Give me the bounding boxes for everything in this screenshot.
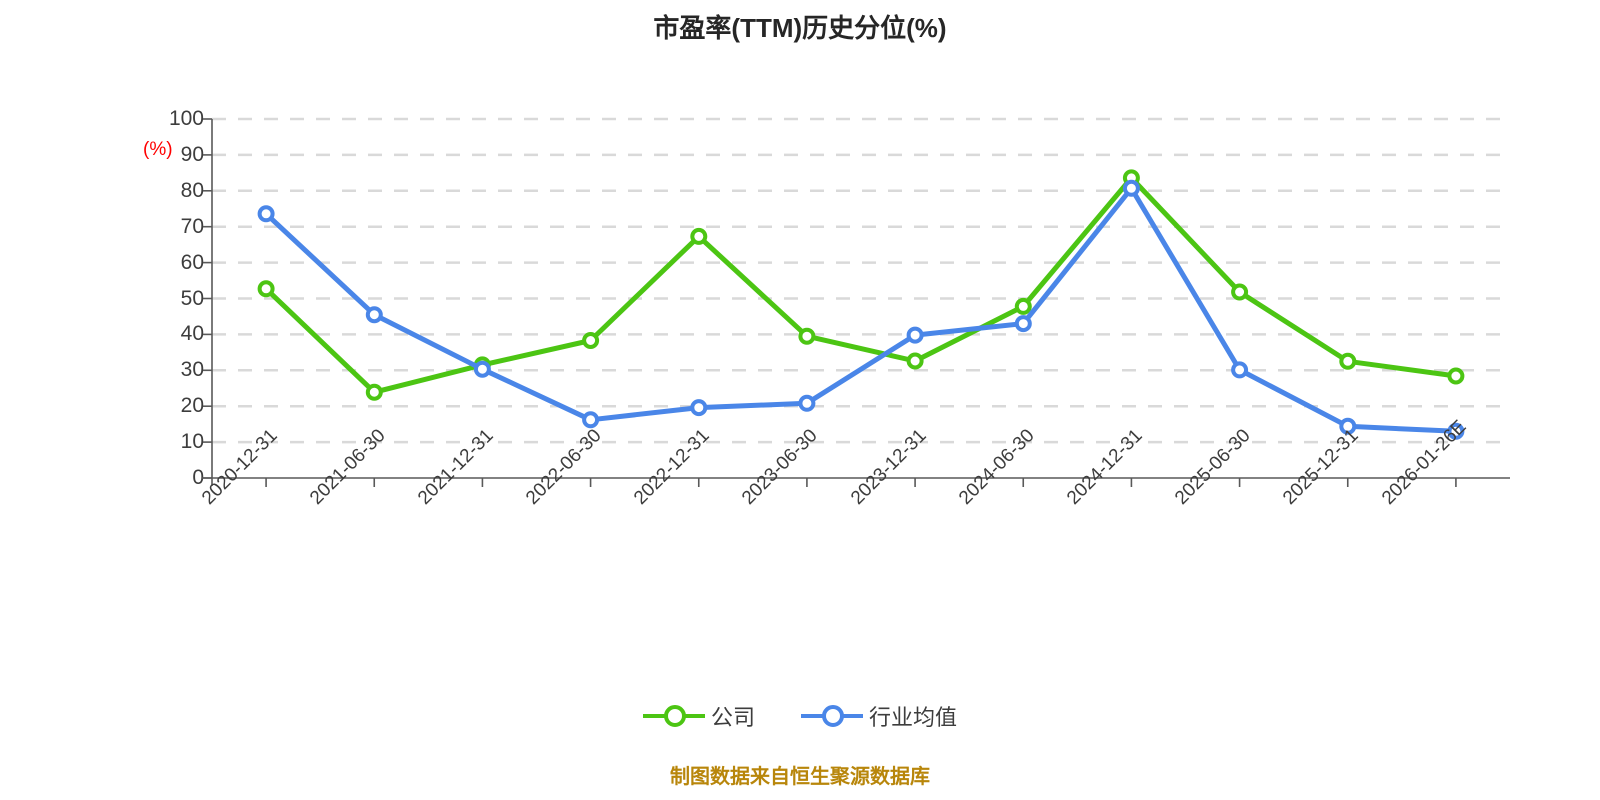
- legend-marker-icon: [663, 705, 686, 727]
- data-point-marker: [582, 411, 600, 429]
- footer-source-note: 制图数据来自恒生聚源数据库: [670, 766, 930, 788]
- data-point-marker: [257, 280, 275, 298]
- y-tick-label: 30: [180, 358, 204, 382]
- data-point-marker: [257, 205, 275, 223]
- data-point-marker: [1014, 315, 1032, 333]
- data-point-marker: [473, 360, 491, 378]
- data-point-marker: [690, 227, 708, 245]
- legend-label: 公司: [710, 705, 755, 730]
- data-point-marker: [1122, 179, 1140, 197]
- series-line: [263, 175, 1459, 395]
- data-point-marker: [1339, 352, 1357, 370]
- y-tick-label: 60: [180, 250, 204, 274]
- data-point-marker: [365, 383, 383, 401]
- data-point-marker: [582, 332, 600, 349]
- legend-swatch: [801, 705, 863, 727]
- series-1: [257, 169, 1465, 401]
- y-tick-label: 80: [180, 178, 204, 202]
- y-tick-label: 40: [180, 322, 204, 346]
- legend-marker-icon: [822, 705, 844, 727]
- data-point-marker: [906, 352, 924, 370]
- chart-legend: 公司 行业均值: [0, 700, 1600, 732]
- data-point-marker: [1014, 297, 1032, 315]
- data-point-marker: [1339, 417, 1357, 435]
- y-tick-label: 50: [180, 286, 204, 310]
- data-point-marker: [1231, 361, 1249, 379]
- data-point-marker: [906, 326, 924, 344]
- y-axis-tick-labels: 0 10 20 30 40 50 60 70 80 90 100: [120, 0, 204, 800]
- series-line: [263, 185, 1459, 434]
- y-axis-unit-label: (%): [143, 139, 173, 160]
- legend-item-1[interactable]: 公司: [642, 700, 755, 732]
- y-tick-label: 70: [180, 214, 204, 238]
- data-point-marker: [365, 306, 383, 324]
- legend-item-2[interactable]: 行业均值: [801, 700, 957, 732]
- series-2: [257, 179, 1465, 440]
- y-tick-label: 0: [192, 466, 204, 489]
- y-tick-label: 90: [180, 142, 204, 166]
- y-tick-label: 100: [168, 107, 204, 130]
- legend-swatch: [642, 705, 705, 727]
- data-point-marker: [798, 394, 816, 412]
- data-point-marker: [690, 399, 708, 417]
- data-point-marker: [798, 327, 816, 345]
- data-point-marker: [1231, 283, 1249, 301]
- legend-label: 行业均值: [869, 705, 958, 730]
- y-tick-label: 20: [180, 394, 204, 418]
- y-tick-label: 10: [180, 430, 204, 454]
- data-point-marker: [1447, 367, 1465, 385]
- chart-title: 市盈率(TTM)历史分位(%): [653, 13, 947, 43]
- data-point-marker: [1447, 422, 1465, 440]
